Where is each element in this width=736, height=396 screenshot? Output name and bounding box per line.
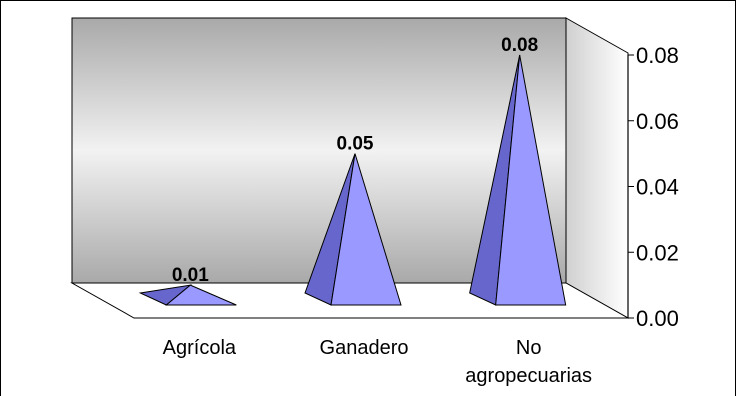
category-label: Agrícola xyxy=(163,337,237,359)
pyramid-series xyxy=(138,54,567,306)
y-tick-label: 0.06 xyxy=(636,109,679,134)
data-label: 0.01 xyxy=(172,265,209,286)
data-label: 0.05 xyxy=(337,134,374,155)
category-label: agropecuarias xyxy=(465,365,592,387)
value-axis: 0.00 0.02 0.04 0.06 0.08 xyxy=(627,43,679,331)
data-labels: 0.01 0.05 0.08 xyxy=(172,35,538,286)
category-label: Ganadero xyxy=(320,337,409,359)
pyramid-front-face xyxy=(330,153,402,306)
y-tick-label: 0.02 xyxy=(636,240,679,265)
y-tick-label: 0.00 xyxy=(636,306,679,331)
pyramid-front-face xyxy=(164,284,237,306)
data-label: 0.08 xyxy=(501,35,538,56)
pyramid-front-face xyxy=(495,54,567,306)
y-tick-label: 0.08 xyxy=(636,43,679,68)
category-label: No xyxy=(516,337,542,359)
y-tick-label: 0.04 xyxy=(636,175,679,200)
category-axis: Agrícola Ganadero No agropecuarias xyxy=(163,337,592,387)
side-wall xyxy=(565,17,629,319)
